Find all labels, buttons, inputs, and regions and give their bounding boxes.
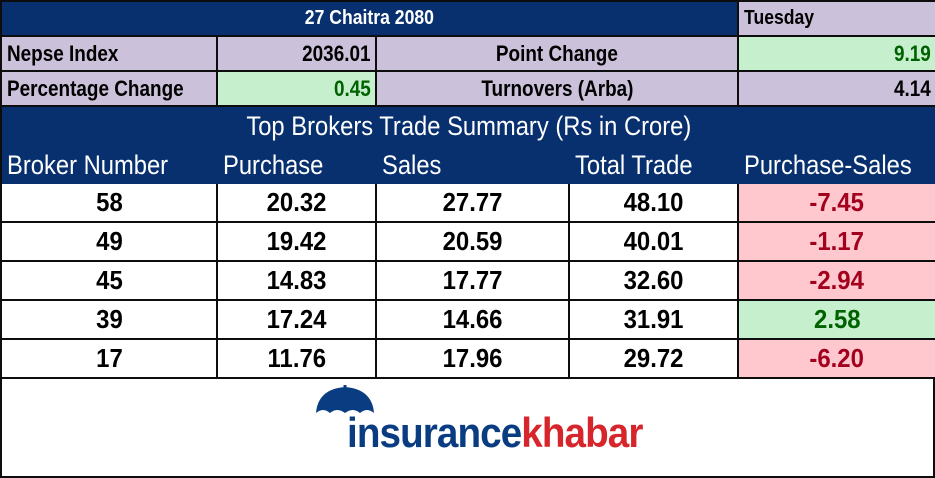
table-title-cell: Top Brokers Trade Summary (Rs in Crore) [2,107,935,146]
broker-number-cell: 39 [2,301,218,340]
percentage-row: Percentage Change 0.45 Turnovers (Arba) … [2,72,935,107]
table-row: 45 14.83 17.77 32.60 -2.94 [2,262,935,301]
table-row: 49 19.42 20.59 40.01 -1.17 [2,223,935,262]
sales-value: 17.96 [442,343,503,373]
table-row: 39 17.24 14.66 31.91 2.58 [2,301,935,340]
table-row: 58 20.32 27.77 48.10 -7.45 [2,184,935,223]
broker-number-value: 39 [95,304,123,334]
col-header-diff: Purchase-Sales [739,146,935,184]
sales-cell: 17.96 [377,340,570,379]
sales-value: 17.77 [442,265,503,295]
broker-number-cell: 58 [2,184,218,223]
broker-number-value: 58 [95,187,123,217]
total-trade-value: 31.91 [623,304,684,334]
point-change-value: 9.19 [894,40,931,66]
logo-part-insurance: insurance [347,409,522,456]
purchase-sales-value: -6.20 [809,343,865,373]
sales-value: 20.59 [442,226,503,256]
sales-cell: 27.77 [377,184,570,223]
purchase-value: 14.83 [266,265,327,295]
date-text: 27 Chaitra 2080 [304,7,435,29]
nepse-row: Nepse Index 2036.01 Point Change 9.19 [2,37,935,72]
broker-number-value: 45 [95,265,123,295]
purchase-sales-value: 2.58 [813,304,861,334]
total-trade-cell: 29.72 [570,340,739,379]
col-header-sales: Sales [377,146,570,184]
total-trade-cell: 32.60 [570,262,739,301]
brand-logo: insurancekhabar [347,409,643,457]
nepse-label-cell: Nepse Index [2,37,218,72]
logo-area: insurancekhabar [2,379,933,476]
turnover-value-cell: 4.14 [739,72,935,107]
broker-number-cell: 49 [2,223,218,262]
purchase-sales-cell: -1.17 [739,223,935,262]
purchase-sales-value: -2.94 [809,265,865,295]
total-trade-value: 48.10 [623,187,684,217]
table-header-row: Broker Number Purchase Sales Total Trade… [2,146,935,184]
total-trade-value: 29.72 [623,343,684,373]
point-change-label: Point Change [496,40,618,66]
purchase-cell: 20.32 [218,184,377,223]
sales-value: 27.77 [442,187,503,217]
col-header-broker: Broker Number [2,146,218,184]
purchase-cell: 11.76 [218,340,377,379]
col-header-total: Total Trade [570,146,739,184]
purchase-sales-cell: -2.94 [739,262,935,301]
broker-number-cell: 45 [2,262,218,301]
table-row: 17 11.76 17.96 29.72 -6.20 [2,340,935,379]
nepse-label: Nepse Index [7,40,119,66]
purchase-sales-cell: -6.20 [739,340,935,379]
purchase-sales-value: -7.45 [809,187,865,217]
broker-number-value: 17 [95,343,123,373]
nepse-value: 2036.01 [302,40,371,66]
pct-change-value: 0.45 [334,75,371,101]
sales-cell: 17.77 [377,262,570,301]
col-header-purchase: Purchase [218,146,377,184]
purchase-cell: 17.24 [218,301,377,340]
sales-cell: 20.59 [377,223,570,262]
date-row: 27 Chaitra 2080 Tuesday [2,2,935,37]
table-title: Top Brokers Trade Summary (Rs in Crore) [246,111,691,141]
turnover-label: Turnovers (Arba) [480,75,634,101]
date-cell: 27 Chaitra 2080 [2,2,739,37]
day-cell: Tuesday [739,2,935,37]
broker-number-value: 49 [95,226,123,256]
pct-change-label: Percentage Change [7,75,184,101]
pct-value-cell: 0.45 [218,72,377,107]
umbrella-icon [316,385,374,413]
total-trade-value: 32.60 [623,265,684,295]
total-trade-value: 40.01 [623,226,684,256]
turnover-value: 4.14 [894,75,931,101]
purchase-cell: 14.83 [218,262,377,301]
total-trade-cell: 31.91 [570,301,739,340]
point-change-value-cell: 9.19 [739,37,935,72]
purchase-value: 11.76 [267,343,326,373]
day-text: Tuesday [744,7,815,29]
total-trade-cell: 40.01 [570,223,739,262]
total-trade-cell: 48.10 [570,184,739,223]
table-title-row: Top Brokers Trade Summary (Rs in Crore) [2,107,935,146]
purchase-value: 19.42 [266,226,327,256]
purchase-value: 17.24 [266,304,327,334]
purchase-sales-value: -1.17 [809,226,865,256]
broker-number-cell: 17 [2,340,218,379]
point-change-label-cell: Point Change [377,37,739,72]
turnover-label-cell: Turnovers (Arba) [377,72,739,107]
purchase-sales-cell: 2.58 [739,301,935,340]
purchase-sales-cell: -7.45 [739,184,935,223]
logo-part-khabar: khabar [521,409,643,456]
sales-cell: 14.66 [377,301,570,340]
pct-label-cell: Percentage Change [2,72,218,107]
purchase-value: 20.32 [266,187,327,217]
nepse-value-cell: 2036.01 [218,37,377,72]
purchase-cell: 19.42 [218,223,377,262]
sales-value: 14.66 [442,304,503,334]
